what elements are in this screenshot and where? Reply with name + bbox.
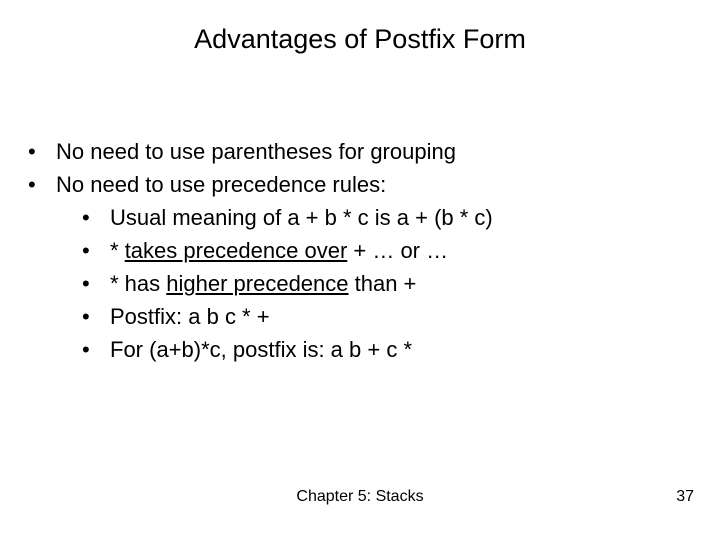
bullet-text: Usual meaning of a + b * c is a + (b * c… bbox=[110, 205, 493, 230]
sub-bullet-item: •Postfix: a b c * + bbox=[28, 300, 493, 333]
bullet-text-post: than + bbox=[349, 271, 417, 296]
bullet-icon: • bbox=[28, 168, 56, 201]
slide-title: Advantages of Postfix Form bbox=[0, 0, 720, 55]
bullet-text-underline: takes precedence over bbox=[125, 238, 348, 263]
footer-chapter: Chapter 5: Stacks bbox=[0, 488, 720, 506]
bullet-item: •No need to use parentheses for grouping bbox=[28, 135, 493, 168]
bullet-icon: • bbox=[28, 135, 56, 168]
sub-bullet-item: •Usual meaning of a + b * c is a + (b * … bbox=[28, 201, 493, 234]
bullet-text-underline: higher precedence bbox=[166, 271, 348, 296]
bullet-text: No need to use precedence rules: bbox=[56, 172, 386, 197]
bullet-icon: • bbox=[82, 267, 110, 300]
bullet-item: •No need to use precedence rules: bbox=[28, 168, 493, 201]
footer-page-number: 37 bbox=[676, 488, 694, 506]
bullet-text: For (a+b)*c, postfix is: a b + c * bbox=[110, 337, 412, 362]
bullet-icon: • bbox=[82, 234, 110, 267]
bullet-text-post: + … or … bbox=[347, 238, 448, 263]
bullet-icon: • bbox=[82, 300, 110, 333]
bullet-text-pre: * has bbox=[110, 271, 166, 296]
bullet-icon: • bbox=[82, 333, 110, 366]
bullet-text: No need to use parentheses for grouping bbox=[56, 139, 456, 164]
slide-body: •No need to use parentheses for grouping… bbox=[28, 135, 493, 366]
bullet-icon: • bbox=[82, 201, 110, 234]
bullet-text: Postfix: a b c * + bbox=[110, 304, 270, 329]
bullet-text-pre: * bbox=[110, 238, 125, 263]
sub-bullet-item: •* takes precedence over + … or … bbox=[28, 234, 493, 267]
sub-bullet-item: •For (a+b)*c, postfix is: a b + c * bbox=[28, 333, 493, 366]
sub-bullet-item: •* has higher precedence than + bbox=[28, 267, 493, 300]
